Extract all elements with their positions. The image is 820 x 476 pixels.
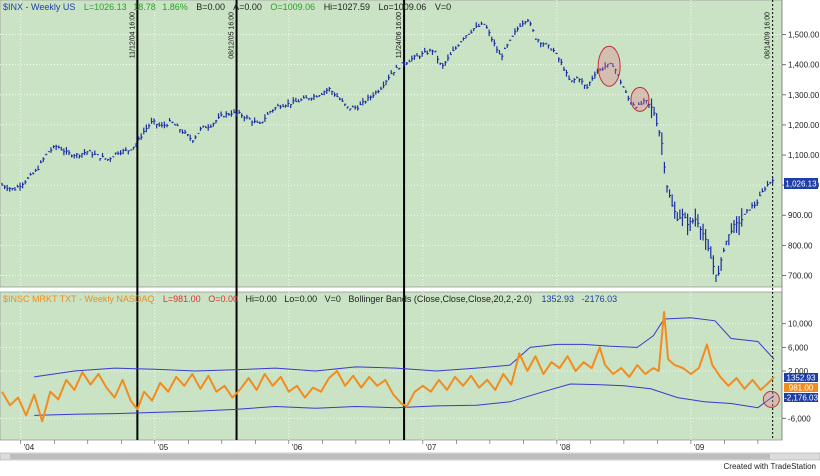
lower-band-value-label: -2,176.03 xyxy=(784,394,818,403)
lower-band-value-box xyxy=(784,393,818,402)
price-header-ask: A=0.00 xyxy=(233,2,262,12)
price-header-pct: 1.86% xyxy=(162,2,188,12)
time-tick-label-0: '04 xyxy=(24,443,35,452)
indicator-tick-label-3: 10,000 xyxy=(788,320,813,329)
indicator-header-lower: -2176.03 xyxy=(582,294,618,304)
price-tick-label-2: 900.00 xyxy=(788,211,813,220)
indicator-header: $INSC MRKT TXT - Weekly NASDAQ L=981.00 … xyxy=(3,294,617,304)
annotation-vline-label-0: 11/12/04 16:00 xyxy=(129,12,136,58)
time-axis-ticks: '04 '05 '06 '07 '08 '09 xyxy=(20,440,759,452)
price-header: $INX - Weekly US L=1026.13 18.78 1.86% B… xyxy=(3,2,451,12)
price-series xyxy=(1,19,775,283)
price-tick-label-6: 1,300.00 xyxy=(788,91,820,100)
price-gridlines xyxy=(0,0,782,287)
price-header-vol: V=0 xyxy=(435,2,451,12)
time-tick-label-3: '07 xyxy=(426,443,437,452)
price-axis-background xyxy=(782,0,820,440)
indicator-tick-label-1: 2,000 xyxy=(788,367,809,376)
price-header-lo: Lo=1009.06 xyxy=(379,2,427,12)
price-highlight-ellipse-0 xyxy=(597,45,621,87)
bollinger-lower-line xyxy=(34,383,775,416)
upper-band-value-box xyxy=(784,373,818,382)
indicator-series xyxy=(1,310,775,423)
price-tick-label-1: 800.00 xyxy=(788,241,813,250)
time-tick-label-4: '08 xyxy=(560,443,571,452)
credit-text: Created with TradeStation xyxy=(724,462,817,471)
price-tick-label-0: 700.00 xyxy=(788,271,813,280)
indicator-tick-label-2: 6,000 xyxy=(788,343,809,352)
indicator-gridlines xyxy=(0,292,782,440)
indicator-panel-background xyxy=(0,291,783,441)
annotation-ellipses xyxy=(597,45,780,408)
bollinger-bands xyxy=(34,317,775,416)
price-tick-label-5: 1,200.00 xyxy=(788,121,820,130)
indicator-header-vol: V=0 xyxy=(325,294,341,304)
price-header-change: 18.78 xyxy=(133,2,156,12)
price-header-open: O=1009.06 xyxy=(270,2,315,12)
price-header-bid: B=0.00 xyxy=(196,2,225,12)
time-tick-label-5: '09 xyxy=(694,443,705,452)
indicator-header-last: L=981.00 xyxy=(163,294,201,304)
indicator-tick-label-0: -6,000 xyxy=(788,414,811,423)
annotation-vertical-lines xyxy=(136,0,774,440)
annotation-vertical-labels: 11/12/04 16:00 08/12/05 16:00 11/24/06 16:… xyxy=(129,12,771,59)
price-panel-background xyxy=(0,0,783,288)
indicator-header-lo: Lo=0.00 xyxy=(284,294,317,304)
annotation-vline-label-3: 08/14/09 16:00 xyxy=(765,12,772,59)
indicator-header-open: O=0.00 xyxy=(208,294,238,304)
indicator-highlight-ellipse-0 xyxy=(762,390,780,408)
indicator-line xyxy=(1,310,775,423)
indicator-axis-ticks: -6,000 2,000 6,000 10,000 xyxy=(782,320,813,423)
time-tick-label-2: '06 xyxy=(292,443,303,452)
price-highlight-ellipse-1 xyxy=(630,86,650,112)
bollinger-upper-line xyxy=(34,317,775,378)
indicator-value-label: 981.00 xyxy=(789,384,814,393)
price-header-last: L=1026.13 xyxy=(84,2,127,12)
upper-band-value-label: 1352.93 xyxy=(787,374,816,383)
scrollbar-thumb[interactable] xyxy=(10,454,770,459)
indicator-header-hi: Hi=0.00 xyxy=(246,294,277,304)
time-tick-label-1: '05 xyxy=(158,443,169,452)
indicator-header-upper: 1352.93 xyxy=(542,294,575,304)
annotation-vline-label-2: 11/24/06 16:00 xyxy=(396,12,403,58)
annotation-vline-label-1: 08/12/05 16:00 xyxy=(229,12,236,59)
indicator-header-symbol: $INSC MRKT TXT - Weekly NASDAQ xyxy=(3,294,154,304)
price-tick-label-7: 1,400.00 xyxy=(788,61,820,70)
price-header-symbol: $INX - Weekly US xyxy=(3,2,75,12)
price-tick-label-4: 1,100.00 xyxy=(788,151,820,160)
indicator-value-box xyxy=(784,383,818,392)
indicator-header-study: Bollinger Bands (Close,Close,Close,20,2,… xyxy=(348,294,532,304)
price-header-hi: Hi=1027.59 xyxy=(324,2,370,12)
last-price-label: 1,026.13 xyxy=(785,180,817,189)
last-price-box xyxy=(784,178,818,189)
price-tick-label-8: 1,500.00 xyxy=(788,31,820,40)
